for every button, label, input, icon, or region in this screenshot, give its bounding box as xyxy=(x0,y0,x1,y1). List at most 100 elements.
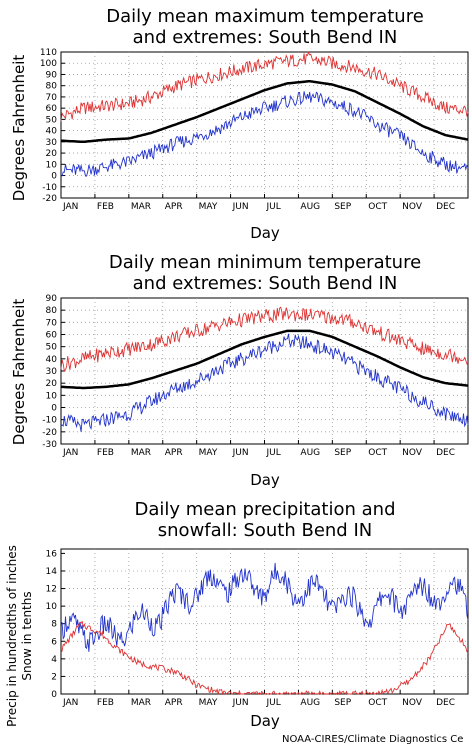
precip-x-tick-label-aug: AUG xyxy=(300,698,320,708)
min-temp-x-tick-label-dec: DEC xyxy=(436,448,455,458)
precip-title-line2: snowfall: South Bend IN xyxy=(158,520,372,541)
min-temp-series-red-line xyxy=(60,306,469,372)
min-temp-x-tick-label-jan: JAN xyxy=(62,448,78,458)
min-temp-y-tick-label: 80 xyxy=(46,306,58,316)
max-temp-x-tick-label-oct: OCT xyxy=(368,202,387,212)
min-temp-y-tick-label: -20 xyxy=(42,428,57,438)
precip-x-tick-label-may: MAY xyxy=(199,698,218,708)
min-temp-x-tick-label-nov: NOV xyxy=(402,448,423,458)
max-temp-y-tick-label: 50 xyxy=(46,115,58,125)
precip-x-tick-label-mar: MAR xyxy=(131,698,151,708)
precip-y-tick-label: 10 xyxy=(46,602,58,612)
precip-series-blue-line xyxy=(60,562,469,652)
min-temp-y-tick-label: 70 xyxy=(46,318,58,328)
min-temp-y-tick-label: 90 xyxy=(46,294,58,304)
max-temp-x-tick-label-jan: JAN xyxy=(62,202,78,212)
max-temp-y-tick-label: -20 xyxy=(42,194,57,204)
max-temp-x-axis-label: Day xyxy=(250,224,280,242)
max-temp-x-tick-label-dec: DEC xyxy=(436,202,455,212)
max-temp-y-tick-label: 40 xyxy=(46,127,58,137)
min-temp-y-axis-label: Degrees Fahrenheit xyxy=(10,299,28,446)
precip-x-tick-label-nov: NOV xyxy=(402,698,423,708)
precip-x-tick-label-jun: JUN xyxy=(232,698,249,708)
max-temp-series-blue-line xyxy=(60,91,469,177)
precip-x-tick-label-sep: SEP xyxy=(334,698,351,708)
min-temp-x-tick-label-feb: FEB xyxy=(97,448,114,458)
max-temp-x-tick-label-nov: NOV xyxy=(402,202,423,212)
min-temp-y-tick-label: 60 xyxy=(46,331,58,341)
max-temp-y-tick-label: 100 xyxy=(40,59,57,69)
min-temp-x-axis-label: Day xyxy=(250,471,280,489)
min-temp-y-tick-label: 50 xyxy=(46,343,58,353)
max-temp-x-tick-label-mar: MAR xyxy=(131,202,151,212)
precip-y-tick-label: 2 xyxy=(51,672,57,682)
min-temp-x-tick-label-aug: AUG xyxy=(300,448,320,458)
min-temp-x-tick-label-jul: JUL xyxy=(266,448,281,458)
max-temp-title-line1: Daily mean maximum temperature xyxy=(106,6,424,27)
min-temp-series-black-line xyxy=(60,329,469,390)
precip-series-red-line xyxy=(60,620,469,696)
min-temp-y-tick-label: 30 xyxy=(46,367,58,377)
precip-y-tick-label: 12 xyxy=(46,585,57,595)
precip-title-line1: Daily mean precipitation and xyxy=(134,499,395,520)
precip-x-axis-label: Day xyxy=(250,712,280,730)
max-temp-x-tick-label-may: MAY xyxy=(199,202,218,212)
precip-y-tick-label: 16 xyxy=(46,549,58,559)
max-temp-title-line2: and extremes: South Bend IN xyxy=(133,27,398,48)
min-temp-x-tick-label-oct: OCT xyxy=(368,448,387,458)
max-temp-y-tick-label: 110 xyxy=(40,48,57,58)
precip-chart: Daily mean precipitation and snowfall: S… xyxy=(5,499,469,730)
max-temp-x-tick-label-jun: JUN xyxy=(232,202,249,212)
precip-y-tick-label: 8 xyxy=(51,620,57,630)
max-temp-y-tick-label: 60 xyxy=(46,104,58,114)
max-temp-y-tick-label: 90 xyxy=(46,70,58,80)
min-temp-x-tick-label-mar: MAR xyxy=(131,448,151,458)
max-temp-x-tick-label-jul: JUL xyxy=(266,202,281,212)
max-temp-y-axis-label: Degrees Fahrenheit xyxy=(10,55,28,202)
precip-x-tick-label-jul: JUL xyxy=(266,698,281,708)
min-temp-y-tick-label: -10 xyxy=(42,416,57,426)
max-temp-series-red-line xyxy=(60,51,469,122)
max-temp-y-tick-label: -10 xyxy=(42,183,57,193)
min-temp-x-tick-label-jun: JUN xyxy=(232,448,249,458)
max-temp-chart: Daily mean maximum temperature and extre… xyxy=(10,6,469,242)
min-temp-series-blue-line xyxy=(60,333,469,432)
min-temp-title-line2: and extremes: South Bend IN xyxy=(133,273,398,294)
precip-x-tick-label-oct: OCT xyxy=(368,698,387,708)
min-temp-title-line1: Daily mean minimum temperature xyxy=(109,252,421,273)
precip-x-tick-label-dec: DEC xyxy=(436,698,455,708)
min-temp-y-tick-label: -30 xyxy=(42,440,57,450)
max-temp-y-tick-label: 0 xyxy=(51,172,57,182)
max-temp-x-tick-label-aug: AUG xyxy=(300,202,320,212)
min-temp-x-tick-label-sep: SEP xyxy=(334,448,351,458)
max-temp-y-tick-label: 20 xyxy=(46,149,58,159)
precip-y-tick-label: 6 xyxy=(51,637,57,647)
max-temp-x-tick-label-apr: APR xyxy=(165,202,183,212)
min-temp-y-tick-label: 10 xyxy=(46,391,58,401)
credit-text: NOAA-CIRES/Climate Diagnostics Ce xyxy=(282,734,463,745)
min-temp-x-tick-label-may: MAY xyxy=(199,448,218,458)
precip-y-axis-label-line2: Snow in tenths xyxy=(20,591,34,680)
min-temp-plot-area: -30 -20 -10 0 10 20 30 40 50 60 70 80 90 JAN FEB MAR APR… xyxy=(42,294,469,458)
max-temp-x-tick-label-feb: FEB xyxy=(97,202,114,212)
precip-y-tick-label: 0 xyxy=(51,690,57,700)
min-temp-x-tick-label-apr: APR xyxy=(165,448,183,458)
max-temp-x-tick-label-sep: SEP xyxy=(334,202,351,212)
max-temp-y-tick-label: 80 xyxy=(46,82,58,92)
min-temp-y-tick-label: 20 xyxy=(46,379,58,389)
precip-x-tick-label-jan: JAN xyxy=(62,698,78,708)
max-temp-y-tick-label: 30 xyxy=(46,138,58,148)
precip-x-tick-label-apr: APR xyxy=(165,698,183,708)
max-temp-y-tick-label: 70 xyxy=(46,93,58,103)
min-temp-y-tick-label: 40 xyxy=(46,355,58,365)
precip-y-tick-label: 4 xyxy=(51,655,57,665)
min-temp-y-tick-label: 0 xyxy=(51,404,57,414)
min-temp-chart: Daily mean minimum temperature and extre… xyxy=(10,252,469,489)
precip-x-tick-label-feb: FEB xyxy=(97,698,114,708)
precip-plot-area: 0 2 4 6 8 10 12 14 16 JAN FEB MAR APR MAY JUN JUL AUG SEP… xyxy=(46,548,469,708)
max-temp-series-black-line xyxy=(60,79,469,144)
precip-y-axis-label-line1: Precip in hundredths of inches xyxy=(5,545,19,727)
precip-y-tick-label: 14 xyxy=(46,567,58,577)
